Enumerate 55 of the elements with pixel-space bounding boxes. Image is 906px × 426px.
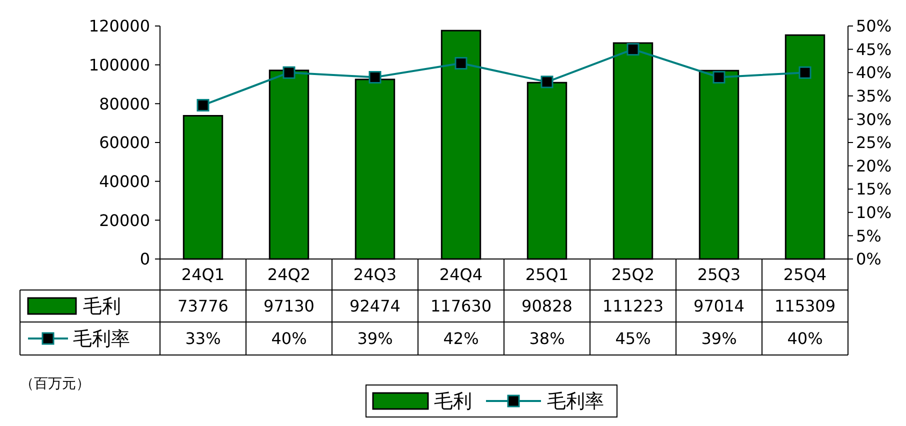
point <box>540 76 554 88</box>
point <box>798 66 812 79</box>
x-tick-label: 25Q2 <box>611 265 655 284</box>
y-tick-label: 60000 <box>99 133 150 152</box>
legend-label: 毛利率 <box>73 328 130 350</box>
x-tick-label: 25Q4 <box>783 265 827 284</box>
x-tick-label: 25Q3 <box>697 265 741 284</box>
y-tick-label: 20000 <box>99 210 150 230</box>
point <box>712 71 726 84</box>
text: 97130 <box>264 296 314 316</box>
point <box>196 98 210 112</box>
y2-tick-label: 15% <box>856 180 892 199</box>
y2-tick-label: 20% <box>856 156 892 176</box>
text: 97014 <box>694 296 744 316</box>
text: 73776 <box>178 296 228 316</box>
y2-tick-label: 35% <box>856 86 892 106</box>
text: 毛利率 <box>547 390 604 413</box>
y-tick-label: 40000 <box>99 172 150 191</box>
x-tick-label: 24Q4 <box>439 265 483 284</box>
text: （百万元） <box>20 376 90 392</box>
text: 33% <box>185 329 221 348</box>
text: 42% <box>443 329 479 348</box>
text: 40% <box>271 329 307 348</box>
text: 38% <box>529 329 565 348</box>
point <box>368 71 382 84</box>
text: 39% <box>357 329 393 348</box>
text: 40% <box>787 329 823 348</box>
y2-tick-label: 5% <box>856 226 882 246</box>
text: 毛利 <box>434 390 472 413</box>
x-tick-label: 25Q1 <box>525 265 569 284</box>
y2-tick-label: 0% <box>856 250 882 269</box>
x-tick-label: 24Q2 <box>267 265 311 284</box>
text: 45% <box>615 329 651 348</box>
y-tick-label: 120000 <box>88 16 150 36</box>
y-tick-label: 0 <box>140 250 150 269</box>
x-tick-label: 24Q3 <box>353 265 397 284</box>
point <box>626 43 640 56</box>
y2-tick-label: 50% <box>856 16 892 36</box>
text: 111223 <box>602 296 664 316</box>
y-tick-label: 80000 <box>99 94 150 114</box>
y2-tick-label: 25% <box>856 133 892 152</box>
point <box>282 66 296 79</box>
legend-label: 毛利 <box>83 296 121 318</box>
text: 92474 <box>350 296 400 316</box>
y2-tick-label: 40% <box>856 63 892 82</box>
y2-tick-label: 10% <box>856 203 892 222</box>
x-tick-label: 24Q1 <box>181 265 225 284</box>
y-tick-label: 100000 <box>88 55 150 74</box>
text: 115309 <box>774 296 836 316</box>
text: 39% <box>701 329 737 348</box>
y2-tick-label: 45% <box>856 40 892 59</box>
text: 90828 <box>522 296 572 316</box>
y2-tick-label: 30% <box>856 110 892 129</box>
text: 117630 <box>430 296 492 316</box>
point <box>454 57 468 70</box>
